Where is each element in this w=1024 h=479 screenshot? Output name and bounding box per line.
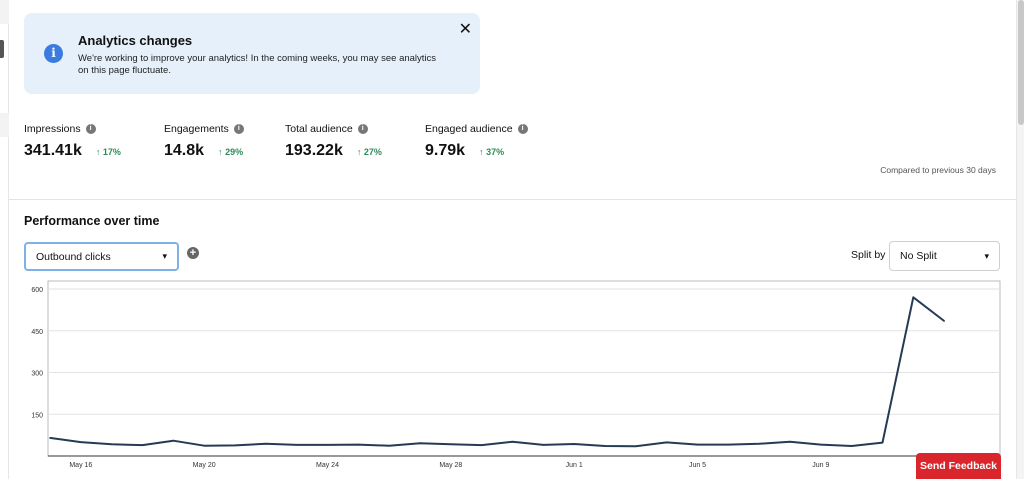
plot-area <box>47 280 1001 457</box>
data-point <box>912 296 915 299</box>
data-point <box>388 444 390 447</box>
x-tick-label: May 24 <box>316 462 339 469</box>
data-point <box>49 437 51 439</box>
metric-value: 9.79k <box>425 142 466 159</box>
scrollbar[interactable] <box>1016 0 1024 479</box>
data-point <box>357 443 360 446</box>
metric-value: 193.22k <box>285 142 343 159</box>
metric-select[interactable]: Outbound clicks ▾ <box>24 242 179 271</box>
data-point <box>635 445 637 448</box>
metric-label: Total audience <box>285 123 353 135</box>
send-feedback-button[interactable]: Send Feedback <box>916 453 1001 479</box>
series-line <box>49 296 945 448</box>
metric-delta: ↑ 27% <box>356 147 382 157</box>
y-tick-label: 150 <box>31 412 43 419</box>
data-point <box>480 444 483 446</box>
chevron-down-icon: ▾ <box>984 250 989 261</box>
info-icon: i <box>44 44 63 63</box>
data-point <box>110 443 113 446</box>
metric-impressions: Impressions i 341.41k ↑ 17% <box>24 123 121 160</box>
performance-chart: 150 300 450 600 May 16 May 20 May 24 May 28 Jun … <box>31 280 1001 469</box>
info-icon[interactable]: i <box>233 124 244 134</box>
x-tick-label: May 20 <box>193 462 216 469</box>
left-panel-edge <box>0 0 9 479</box>
comparison-note: Compared to previous 30 days <box>880 165 996 175</box>
data-point <box>789 441 791 443</box>
arrow-up-icon: ↑ <box>95 147 101 157</box>
metric-label: Engaged audience <box>425 123 513 135</box>
arrow-up-icon: ↑ <box>479 147 484 157</box>
y-tick-label: 450 <box>31 329 43 336</box>
banner-body: We're working to improve your analytics!… <box>78 53 437 76</box>
x-tick-label: May 16 <box>69 462 92 469</box>
data-point <box>665 441 668 444</box>
scrollbar-thumb[interactable] <box>1018 0 1024 125</box>
data-point <box>542 444 545 446</box>
data-point <box>881 441 884 444</box>
data-point <box>80 441 82 443</box>
left-panel-band <box>0 0 9 24</box>
metric-engaged-audience: Engaged audience i 9.79k ↑ 37% <box>425 123 528 160</box>
metric-value: 14.8k <box>164 142 205 159</box>
info-icon[interactable]: i <box>85 124 96 134</box>
data-point <box>265 442 267 445</box>
metric-delta: ↑ 37% <box>479 147 505 157</box>
data-point <box>450 443 452 446</box>
add-metric-icon[interactable]: + <box>187 247 199 259</box>
split-select[interactable]: No Split ▾ <box>889 241 1000 271</box>
x-tick-label: May 28 <box>439 462 462 469</box>
close-icon[interactable]: ✕ <box>458 21 472 38</box>
analytics-changes-banner: i Analytics changes We're working to imp… <box>24 13 480 94</box>
x-tick-label: Jun 1 <box>566 462 583 469</box>
panel-handle[interactable] <box>0 40 4 58</box>
arrow-up-icon: ↑ <box>356 147 362 157</box>
data-point <box>604 445 606 447</box>
left-panel-band <box>0 113 9 137</box>
data-point <box>141 444 144 446</box>
split-by-label: Split by <box>851 249 886 261</box>
data-point <box>511 441 514 443</box>
data-point <box>758 442 760 445</box>
x-tick-label: Jun 9 <box>812 462 829 469</box>
data-point <box>696 443 699 446</box>
metric-select-value: Outbound clicks <box>36 250 111 263</box>
y-tick-label: 600 <box>31 287 43 294</box>
data-point <box>234 444 236 447</box>
y-tick-label: 300 <box>31 371 43 378</box>
metric-label: Engagements <box>164 123 229 135</box>
data-point <box>943 320 945 322</box>
section-title: Performance over time <box>24 214 160 228</box>
banner-title: Analytics changes <box>78 33 193 48</box>
metric-delta: ↑ 17% <box>95 147 121 157</box>
data-point <box>573 443 575 445</box>
divider <box>9 199 1016 200</box>
info-icon[interactable]: i <box>357 124 368 134</box>
chevron-down-icon: ▾ <box>162 251 167 261</box>
data-point <box>419 442 421 444</box>
metric-engagements: Engagements i 14.8k ↑ 29% <box>164 123 244 160</box>
data-point <box>727 443 730 446</box>
split-select-value: No Split <box>900 250 937 262</box>
arrow-up-icon: ↑ <box>218 147 223 157</box>
data-point <box>203 444 205 447</box>
data-point <box>820 443 822 446</box>
data-point <box>172 439 175 442</box>
info-icon[interactable]: i <box>517 124 528 134</box>
metric-label: Impressions <box>24 123 81 135</box>
metric-total-audience: Total audience i 193.22k ↑ 27% <box>285 123 382 160</box>
data-point <box>295 444 298 446</box>
data-point <box>326 444 329 446</box>
metric-value: 341.41k <box>24 142 82 159</box>
metric-delta: ↑ 29% <box>218 147 244 157</box>
data-point <box>850 445 853 447</box>
x-tick-label: Jun 5 <box>689 462 706 469</box>
